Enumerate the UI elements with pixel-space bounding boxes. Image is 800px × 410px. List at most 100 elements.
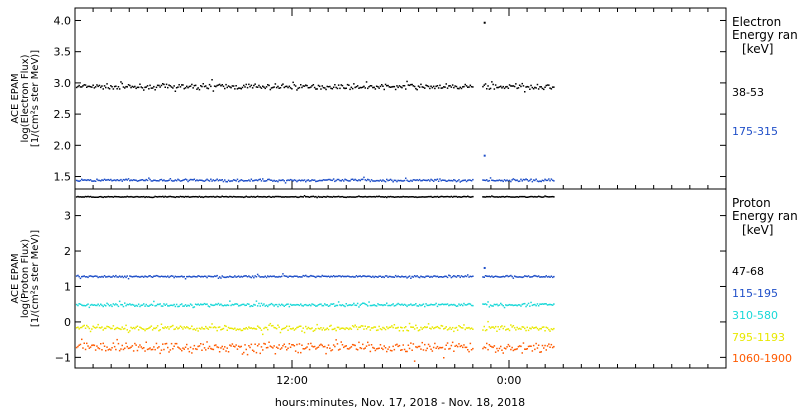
data-point-proton-1060-1900	[548, 343, 550, 345]
data-point-proton-795-1193	[83, 324, 85, 327]
data-point-electron-38-53	[129, 84, 131, 87]
data-point-proton-1060-1900	[469, 342, 472, 345]
y-tick-label-electron: 3.0	[54, 77, 72, 90]
data-point-proton-795-1193	[513, 327, 516, 329]
data-point-proton-1060-1900	[539, 351, 541, 353]
data-point-proton-47-68	[111, 196, 113, 198]
data-point-proton-47-68	[213, 196, 216, 198]
data-point-proton-1060-1900	[437, 347, 440, 350]
data-point-proton-47-68	[455, 195, 458, 198]
data-point-electron-175-315	[77, 180, 79, 182]
data-point-proton-310-580	[427, 304, 430, 307]
data-point-proton-310-580	[437, 303, 440, 306]
data-point-proton-47-68	[375, 195, 378, 198]
data-point-proton-1060-1900	[517, 345, 520, 348]
data-point-proton-795-1193	[483, 325, 485, 328]
data-point-electron-38-53	[229, 86, 231, 88]
data-point-proton-47-68	[394, 196, 397, 198]
data-point-proton-1060-1900	[417, 345, 420, 348]
data-point-proton-47-68	[511, 196, 513, 198]
data-point-electron-175-315	[455, 180, 458, 183]
data-point-proton-310-580	[189, 303, 192, 305]
data-point-proton-47-68	[413, 196, 416, 198]
data-point-proton-310-580	[249, 305, 251, 308]
data-point-proton-1060-1900	[78, 344, 80, 346]
data-point-proton-115-195	[192, 275, 194, 278]
data-point-proton-47-68	[348, 196, 350, 198]
data-point-proton-1060-1900	[284, 346, 287, 348]
data-point-electron-175-315	[272, 180, 274, 182]
data-point-proton-310-580	[322, 304, 325, 307]
data-point-proton-115-195	[356, 276, 359, 278]
data-point-electron-38-53	[326, 85, 328, 88]
data-point-electron-38-53	[189, 85, 192, 87]
data-point-proton-47-68	[98, 196, 101, 198]
data-point-proton-795-1193	[235, 329, 237, 331]
data-point-proton-310-580	[529, 305, 531, 307]
data-point-proton-310-580	[434, 303, 436, 306]
data-point-electron-175-315	[373, 180, 375, 182]
data-point-electron-175-315	[268, 178, 270, 181]
data-point-proton-795-1193	[436, 325, 439, 328]
data-point-proton-310-580	[289, 303, 292, 306]
data-point-proton-1060-1900	[131, 345, 134, 347]
data-point-proton-1060-1900	[351, 343, 354, 346]
data-point-electron-38-53	[303, 85, 306, 87]
data-point-proton-795-1193	[405, 326, 407, 328]
data-point-proton-47-68	[356, 195, 359, 198]
data-point-proton-1060-1900	[524, 348, 526, 350]
data-point-proton-310-580	[298, 304, 301, 307]
data-point-proton-47-68	[417, 196, 420, 198]
data-point-proton-795-1193	[339, 328, 341, 330]
data-point-proton-1060-1900	[105, 349, 107, 352]
data-point-electron-38-53	[507, 87, 510, 89]
data-point-proton-47-68	[420, 196, 422, 198]
data-point-proton-47-68	[378, 195, 380, 197]
data-point-proton-310-580	[346, 304, 349, 307]
data-point-proton-1060-1900	[173, 345, 175, 347]
data-point-proton-1060-1900	[482, 347, 484, 350]
data-point-proton-1060-1900	[250, 343, 253, 346]
data-point-electron-175-315	[279, 179, 282, 182]
data-point-electron-38-53	[193, 84, 196, 87]
data-point-electron-175-315	[341, 179, 344, 181]
data-point-proton-47-68	[526, 196, 528, 198]
data-point-proton-795-1193	[213, 326, 216, 328]
data-point-proton-795-1193	[487, 320, 489, 323]
data-point-proton-310-580	[87, 303, 89, 305]
data-point-proton-310-580	[501, 303, 503, 306]
data-point-electron-38-53	[472, 86, 474, 88]
data-point-proton-1060-1900	[487, 348, 489, 351]
data-point-electron-175-315	[320, 179, 322, 182]
data-point-electron-38-53	[431, 86, 434, 89]
data-point-proton-1060-1900	[436, 345, 439, 348]
data-point-proton-47-68	[544, 195, 546, 197]
data-point-proton-310-580	[426, 304, 428, 307]
data-point-proton-1060-1900	[98, 347, 101, 350]
data-point-electron-38-53	[486, 88, 488, 90]
data-point-proton-115-195	[303, 275, 306, 277]
data-point-proton-795-1193	[526, 326, 528, 329]
data-point-electron-175-315	[116, 179, 118, 181]
data-point-proton-310-580	[206, 303, 208, 305]
data-point-proton-47-68	[141, 196, 144, 198]
data-point-proton-115-195	[383, 276, 385, 279]
data-point-proton-310-580	[384, 304, 387, 306]
data-point-proton-1060-1900	[281, 347, 283, 349]
data-point-electron-175-315	[546, 179, 549, 182]
data-point-proton-310-580	[513, 304, 516, 306]
data-point-proton-1060-1900	[340, 341, 342, 343]
data-point-electron-175-315	[149, 178, 151, 181]
data-point-electron-38-53	[464, 83, 466, 86]
data-point-electron-38-53	[546, 84, 549, 86]
data-point-proton-115-195	[415, 275, 417, 278]
data-point-proton-115-195	[317, 275, 320, 277]
data-point-proton-115-195	[113, 276, 116, 278]
data-point-electron-38-53	[520, 85, 522, 88]
data-point-proton-47-68	[283, 196, 285, 198]
data-point-electron-38-53	[248, 83, 250, 86]
data-point-proton-115-195	[115, 274, 117, 277]
data-point-electron-38-53	[122, 86, 125, 88]
data-point-electron-38-53	[349, 88, 351, 91]
data-point-electron-38-53	[312, 84, 315, 86]
